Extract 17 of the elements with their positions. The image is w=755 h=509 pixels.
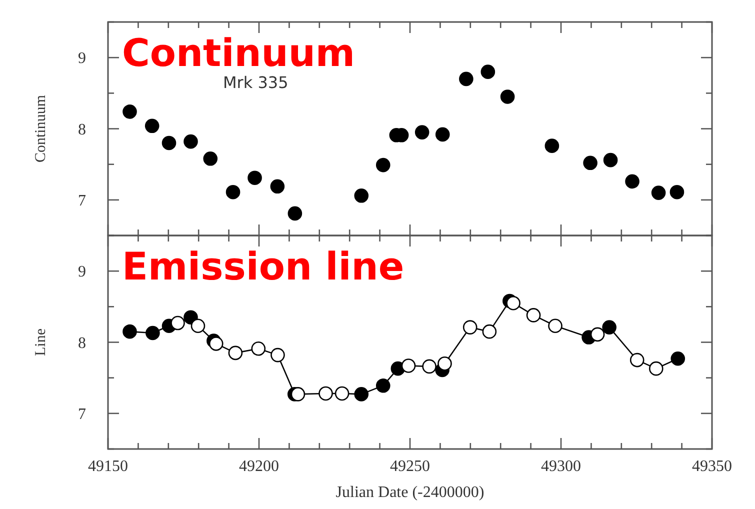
x-tick-label: 49300 bbox=[541, 458, 581, 475]
x-tick-label: 49150 bbox=[88, 458, 128, 475]
x-tick-label: 49350 bbox=[692, 458, 732, 475]
x-tick-label: 49250 bbox=[390, 458, 430, 475]
y-tick-label: 8 bbox=[78, 334, 86, 352]
annotation: Emission line bbox=[122, 244, 404, 288]
y-tick-label: 9 bbox=[78, 264, 86, 281]
x-axis-title: Julian Date (-2400000) bbox=[336, 484, 484, 501]
y-tick-label: 7 bbox=[78, 192, 86, 210]
y-axis-title: Line bbox=[33, 328, 49, 356]
y-tick-label: 8 bbox=[78, 121, 86, 138]
x-tick-label: 49200 bbox=[239, 458, 279, 475]
y-axis-title: Continuum bbox=[33, 94, 49, 163]
annotation: Continuum bbox=[122, 31, 355, 75]
annotation: Mrk 335 bbox=[223, 73, 288, 92]
y-tick-label: 9 bbox=[78, 50, 86, 68]
y-tick-label: 7 bbox=[78, 406, 86, 424]
